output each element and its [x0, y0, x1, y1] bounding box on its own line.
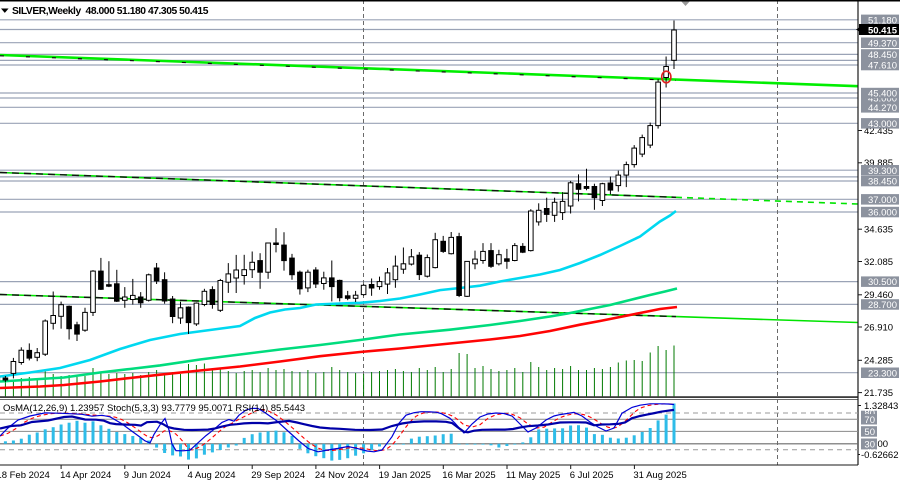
svg-text:45.400: 45.400 — [868, 89, 897, 100]
svg-text:29.460: 29.460 — [864, 290, 893, 301]
svg-text:-0.62662: -0.62662 — [861, 450, 899, 461]
svg-text:6 Jul 2025: 6 Jul 2025 — [570, 470, 614, 481]
svg-text:OsMA(12,26,9) 1.23957 Stoch(5: OsMA(12,26,9) 1.23957 Stoch(5,3,3) 93.77… — [3, 403, 305, 414]
svg-text:14 Apr 2024: 14 Apr 2024 — [60, 470, 111, 481]
svg-text:50: 50 — [864, 427, 875, 438]
svg-text:70: 70 — [864, 415, 875, 426]
svg-text:21.735: 21.735 — [864, 388, 893, 399]
svg-text:4 Aug 2024: 4 Aug 2024 — [188, 470, 236, 481]
svg-text:39.885: 39.885 — [864, 158, 893, 169]
svg-text:28.700: 28.700 — [868, 300, 897, 311]
svg-text:34.635: 34.635 — [864, 225, 893, 236]
svg-text:47.610: 47.610 — [868, 61, 897, 72]
svg-text:24 Nov 2024: 24 Nov 2024 — [315, 470, 369, 481]
svg-text:SILVER,Weekly 48.000 51.180 4: SILVER,Weekly 48.000 51.180 47.305 50.41… — [12, 6, 209, 17]
svg-text:49.370: 49.370 — [868, 38, 897, 49]
svg-text:50.415: 50.415 — [868, 25, 898, 36]
svg-text:42.435: 42.435 — [864, 126, 893, 137]
svg-text:1.32843: 1.32843 — [864, 401, 898, 412]
svg-text:18 Feb 2024: 18 Feb 2024 — [0, 470, 50, 481]
svg-text:48.450: 48.450 — [868, 50, 897, 61]
svg-text:26.910: 26.910 — [864, 322, 893, 333]
svg-text:16 Mar 2025: 16 Mar 2025 — [442, 470, 495, 481]
svg-text:37.000: 37.000 — [868, 195, 897, 206]
svg-text:44.270: 44.270 — [868, 103, 897, 114]
svg-text:29 Sep 2024: 29 Sep 2024 — [251, 470, 305, 481]
svg-text:38.450: 38.450 — [868, 177, 897, 188]
svg-text:24.285: 24.285 — [864, 356, 893, 367]
svg-text:9 Jun 2024: 9 Jun 2024 — [124, 470, 171, 481]
svg-text:36.000: 36.000 — [868, 208, 897, 219]
svg-text:31 Aug 2025: 31 Aug 2025 — [633, 470, 686, 481]
svg-text:39.300: 39.300 — [868, 166, 897, 177]
svg-text:51.180: 51.180 — [868, 15, 897, 26]
svg-text:23.300: 23.300 — [868, 368, 897, 379]
svg-text:00: 00 — [878, 439, 889, 450]
svg-text:45.000: 45.000 — [868, 94, 897, 105]
svg-text:11 May 2025: 11 May 2025 — [506, 470, 560, 481]
svg-text:30.500: 30.500 — [868, 277, 897, 288]
svg-text:43.000: 43.000 — [868, 119, 897, 130]
svg-text:19 Jan 2025: 19 Jan 2025 — [379, 470, 431, 481]
svg-text:30: 30 — [864, 439, 875, 450]
svg-text:32.085: 32.085 — [864, 257, 893, 268]
